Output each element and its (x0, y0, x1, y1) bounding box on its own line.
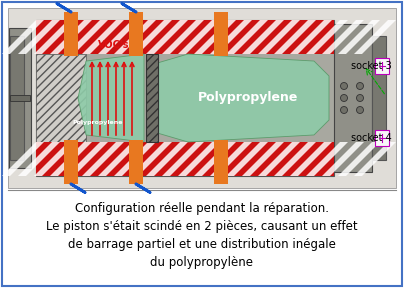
Polygon shape (66, 142, 108, 176)
Polygon shape (258, 142, 300, 176)
Bar (372, 36, 386, 160)
Polygon shape (130, 20, 172, 54)
Text: Polypropylene: Polypropylene (73, 120, 123, 125)
Polygon shape (178, 20, 220, 54)
Bar (8, 8, 396, 188)
Polygon shape (114, 142, 156, 176)
Circle shape (341, 94, 347, 101)
Polygon shape (146, 142, 188, 176)
Bar (129, 140, 143, 184)
Circle shape (341, 107, 347, 113)
Polygon shape (34, 20, 76, 54)
Polygon shape (322, 20, 364, 54)
Polygon shape (178, 142, 220, 176)
Polygon shape (226, 20, 268, 54)
Polygon shape (242, 20, 284, 54)
Polygon shape (98, 20, 140, 54)
Polygon shape (274, 20, 316, 54)
Polygon shape (210, 142, 252, 176)
Bar (64, 12, 78, 56)
Polygon shape (66, 20, 108, 54)
Text: socket 3: socket 3 (351, 60, 392, 71)
Polygon shape (82, 20, 124, 54)
Polygon shape (130, 142, 172, 176)
Text: Configuration réelle pendant la réparation.: Configuration réelle pendant la réparati… (75, 202, 329, 215)
Polygon shape (2, 142, 44, 176)
Polygon shape (78, 54, 144, 142)
Text: de barrage partiel et une distribution inégale: de barrage partiel et une distribution i… (68, 238, 336, 251)
Bar (214, 12, 228, 56)
Polygon shape (98, 142, 140, 176)
Bar (36, 54, 86, 142)
Polygon shape (18, 20, 60, 54)
Polygon shape (194, 142, 236, 176)
FancyBboxPatch shape (375, 58, 389, 74)
Bar (36, 20, 334, 176)
Polygon shape (354, 20, 396, 54)
Polygon shape (18, 142, 60, 176)
Polygon shape (210, 20, 252, 54)
FancyBboxPatch shape (375, 130, 389, 146)
Polygon shape (338, 20, 380, 54)
Polygon shape (194, 20, 236, 54)
Text: Polypropylene: Polypropylene (198, 92, 299, 105)
Text: du polypropylène: du polypropylène (151, 256, 253, 269)
Polygon shape (258, 20, 300, 54)
Polygon shape (50, 142, 92, 176)
Polygon shape (290, 142, 332, 176)
Polygon shape (162, 142, 204, 176)
Text: VOC's: VOC's (98, 40, 130, 50)
Text: Le piston s'était scindé en 2 pièces, causant un effet: Le piston s'était scindé en 2 pièces, ca… (46, 220, 358, 233)
Bar (129, 12, 143, 56)
Bar (10, 36, 24, 160)
Polygon shape (338, 142, 380, 176)
Circle shape (341, 82, 347, 90)
Polygon shape (82, 142, 124, 176)
Polygon shape (290, 20, 332, 54)
Bar (36, 20, 334, 54)
Polygon shape (146, 20, 188, 54)
Polygon shape (34, 142, 76, 176)
Bar (36, 54, 334, 142)
Bar (334, 24, 372, 172)
Polygon shape (242, 142, 284, 176)
Polygon shape (158, 54, 329, 142)
Bar (214, 140, 228, 184)
Polygon shape (50, 20, 92, 54)
Circle shape (356, 94, 364, 101)
Polygon shape (2, 20, 44, 54)
Polygon shape (306, 20, 348, 54)
Bar (146, 54, 158, 142)
Circle shape (356, 82, 364, 90)
Polygon shape (354, 142, 396, 176)
Bar (64, 140, 78, 184)
Polygon shape (322, 142, 364, 176)
Polygon shape (162, 20, 204, 54)
Circle shape (356, 107, 364, 113)
Polygon shape (274, 142, 316, 176)
Polygon shape (114, 20, 156, 54)
Bar (10, 95, 30, 101)
Bar (9, 28, 31, 168)
Text: socket 4: socket 4 (351, 132, 392, 143)
Polygon shape (226, 142, 268, 176)
Bar (36, 142, 334, 176)
Polygon shape (306, 142, 348, 176)
